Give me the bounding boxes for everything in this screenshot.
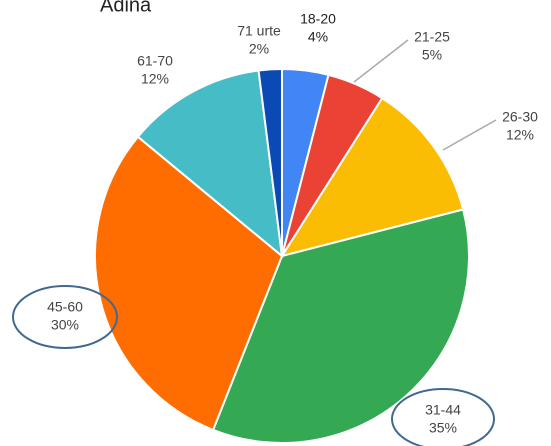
pie-slice [136, 69, 284, 259]
slice-label: 31-44 [425, 402, 461, 418]
leader-line [353, 39, 409, 83]
slice-value-label: 4% [308, 29, 328, 45]
slice-value-label: 35% [429, 420, 457, 436]
slice-value-label: 5% [422, 47, 442, 63]
pie-slice [94, 135, 284, 432]
slice-value-label: 12% [141, 71, 169, 87]
slice-label: 26-30 [502, 109, 538, 125]
highlight-ellipse [391, 388, 495, 446]
slice-label: 45-60 [47, 299, 83, 315]
slices [94, 67, 470, 444]
slice-label: 21-25 [414, 29, 450, 45]
slice-value-label: 12% [506, 127, 534, 143]
slice-value-label: 30% [51, 317, 79, 333]
slice-label: 71 urte [237, 23, 281, 39]
slice-label: 61-70 [137, 53, 173, 69]
leader-line [442, 119, 497, 151]
pie-slice [279, 96, 465, 258]
highlight-ellipse [12, 285, 118, 349]
pie-slice [211, 208, 470, 444]
pie-slice [257, 67, 283, 257]
slice-value-label: 2% [249, 41, 269, 57]
chart-title: Adina [100, 0, 152, 16]
slice-label: 18-20 [300, 11, 336, 27]
